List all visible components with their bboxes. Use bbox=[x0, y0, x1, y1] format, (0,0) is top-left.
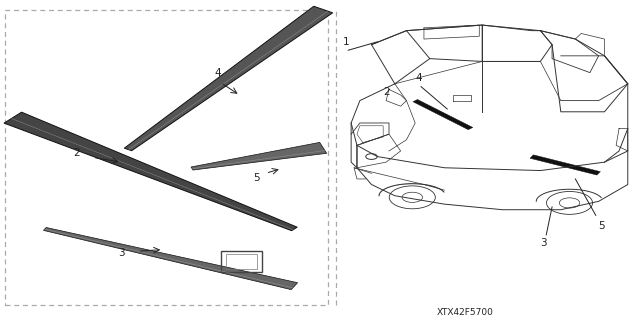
Text: 3: 3 bbox=[540, 238, 547, 248]
Text: 5: 5 bbox=[598, 221, 605, 231]
Text: 1: 1 bbox=[342, 37, 349, 47]
Polygon shape bbox=[413, 100, 473, 130]
Text: 2: 2 bbox=[383, 87, 390, 97]
Text: XTX42F5700: XTX42F5700 bbox=[436, 308, 493, 317]
Polygon shape bbox=[530, 155, 600, 175]
Text: 2: 2 bbox=[74, 148, 80, 158]
Polygon shape bbox=[44, 227, 298, 290]
Text: 3: 3 bbox=[118, 248, 125, 258]
Polygon shape bbox=[124, 6, 333, 151]
Text: 5: 5 bbox=[253, 173, 259, 183]
Polygon shape bbox=[191, 142, 326, 170]
Polygon shape bbox=[4, 112, 297, 231]
Text: 4: 4 bbox=[214, 68, 221, 78]
Text: 4: 4 bbox=[415, 73, 422, 83]
